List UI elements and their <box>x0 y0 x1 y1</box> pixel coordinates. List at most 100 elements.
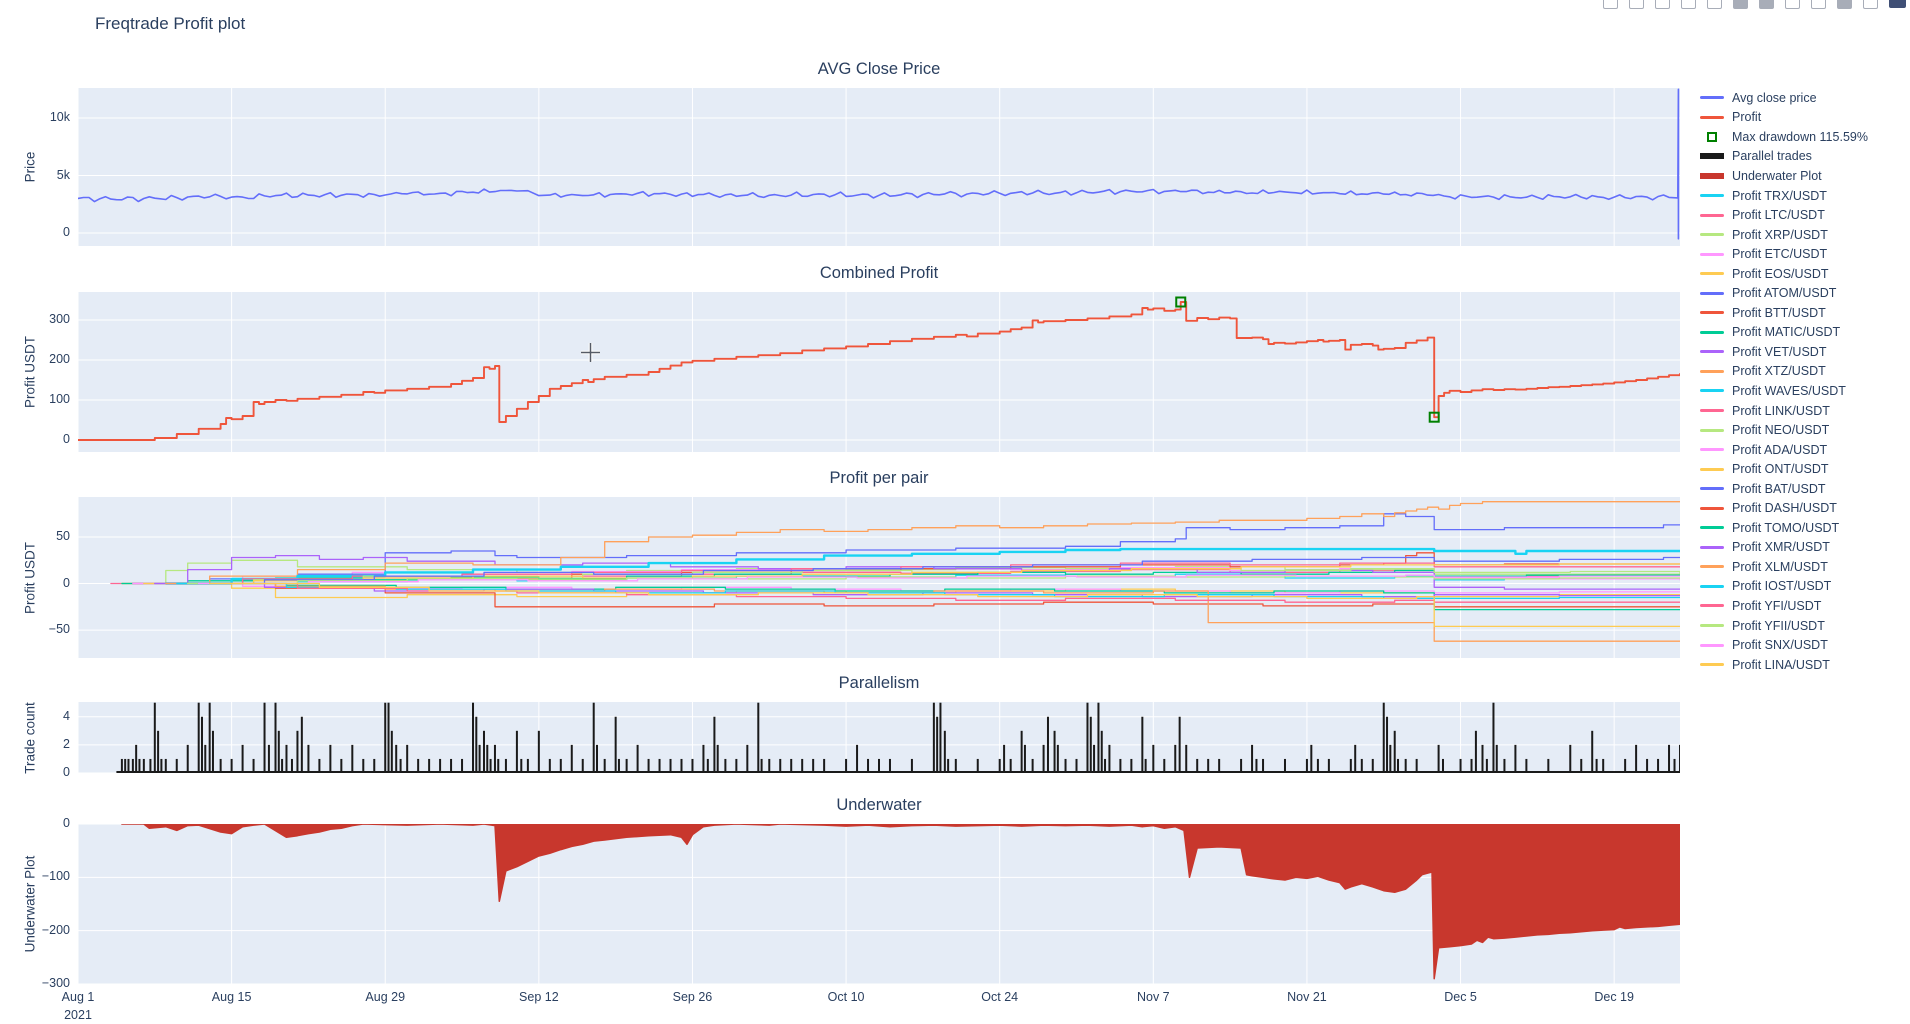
plot-area-avg_close[interactable] <box>78 88 1680 246</box>
plotly-logo[interactable] <box>1889 0 1906 8</box>
hover-closest-icon[interactable] <box>1837 0 1852 9</box>
ytick-label: 200 <box>49 352 70 366</box>
legend-item-profit-vet-usdt[interactable]: Profit VET/USDT <box>1700 342 1868 362</box>
legend-item-profit-yfii-usdt[interactable]: Profit YFII/USDT <box>1700 616 1868 636</box>
legend-item-profit-yfi-usdt[interactable]: Profit YFI/USDT <box>1700 596 1868 616</box>
legend-item-avg-close-price[interactable]: Avg close price <box>1700 88 1868 108</box>
ytick-label: 10k <box>49 110 70 124</box>
xtick-label: Nov 7 <box>1136 990 1170 1004</box>
legend-item-profit-btt-usdt[interactable]: Profit BTT/USDT <box>1700 303 1868 323</box>
legend-label: Underwater Plot <box>1732 168 1822 183</box>
legend-label: Profit LINK/USDT <box>1732 403 1830 418</box>
subplot-title-parallelism: Parallelism <box>838 674 920 692</box>
plot-area-underwater[interactable] <box>78 824 1680 984</box>
legend-item-profit-etc-usdt[interactable]: Profit ETC/USDT <box>1700 244 1868 264</box>
legend-label: Profit TOMO/USDT <box>1732 520 1840 535</box>
legend-item-profit-xmr-usdt[interactable]: Profit XMR/USDT <box>1700 538 1868 558</box>
zoom-out-icon[interactable] <box>1759 0 1774 9</box>
legend-item-profit-atom-usdt[interactable]: Profit ATOM/USDT <box>1700 283 1868 303</box>
legend-item-profit-xrp-usdt[interactable]: Profit XRP/USDT <box>1700 225 1868 245</box>
box-select-icon[interactable] <box>1681 0 1696 9</box>
legend-item-profit[interactable]: Profit <box>1700 108 1868 128</box>
ytick-label: 0 <box>63 432 70 446</box>
legend-label: Profit NEO/USDT <box>1732 423 1830 438</box>
legend-label: Profit VET/USDT <box>1732 344 1827 359</box>
legend-label: Profit TRX/USDT <box>1732 188 1827 203</box>
autoscale-icon[interactable] <box>1785 0 1800 9</box>
legend-item-profit-neo-usdt[interactable]: Profit NEO/USDT <box>1700 420 1868 440</box>
line-swatch-icon <box>1700 213 1724 217</box>
ytick-label: −50 <box>48 622 70 637</box>
ytick-label: 4 <box>63 708 70 723</box>
legend-item-profit-iost-usdt[interactable]: Profit IOST/USDT <box>1700 577 1868 597</box>
bar-swatch-icon <box>1700 153 1724 160</box>
line-swatch-icon <box>1700 487 1724 491</box>
ytick-label: 2 <box>63 736 70 751</box>
legend-label: Profit SNX/USDT <box>1732 638 1828 653</box>
line-swatch-icon <box>1700 643 1724 647</box>
subplot-title-combined_profit: Combined Profit <box>819 264 939 282</box>
ytick-label: 50 <box>56 529 70 544</box>
legend-item-profit-xtz-usdt[interactable]: Profit XTZ/USDT <box>1700 362 1868 382</box>
ytick-label: −100 <box>41 869 70 884</box>
legend-item-profit-ada-usdt[interactable]: Profit ADA/USDT <box>1700 440 1868 460</box>
line-swatch-icon <box>1700 565 1724 569</box>
legend-item-parallel-trades[interactable]: Parallel trades <box>1700 147 1868 167</box>
line-swatch-icon <box>1700 604 1724 608</box>
legend-label: Profit DASH/USDT <box>1732 501 1837 516</box>
line-swatch-icon <box>1700 233 1724 237</box>
xtick-label: Dec 5 <box>1444 990 1477 1004</box>
legend-item-profit-bat-usdt[interactable]: Profit BAT/USDT <box>1700 479 1868 499</box>
lasso-icon[interactable] <box>1707 0 1722 9</box>
figure-title: Freqtrade Profit plot <box>95 14 246 33</box>
camera-icon[interactable] <box>1603 0 1618 9</box>
legend-item-profit-trx-usdt[interactable]: Profit TRX/USDT <box>1700 186 1868 206</box>
xtick-label: Oct 10 <box>827 990 865 1004</box>
ytick-label: −300 <box>41 976 70 990</box>
plot-area-profit_per_pair[interactable] <box>78 497 1680 658</box>
legend-label: Profit BTT/USDT <box>1732 305 1826 320</box>
legend-label: Profit LINA/USDT <box>1732 657 1830 672</box>
legend-item-profit-lina-usdt[interactable]: Profit LINA/USDT <box>1700 655 1868 675</box>
pan-icon[interactable] <box>1655 0 1670 9</box>
xtick-label: Dec 19 <box>1594 990 1634 1004</box>
legend-label: Profit XTZ/USDT <box>1732 364 1826 379</box>
legend-item-profit-ltc-usdt[interactable]: Profit LTC/USDT <box>1700 205 1868 225</box>
legend-item-profit-link-usdt[interactable]: Profit LINK/USDT <box>1700 401 1868 421</box>
legend-item-profit-snx-usdt[interactable]: Profit SNX/USDT <box>1700 635 1868 655</box>
line-swatch-icon <box>1700 526 1724 530</box>
line-swatch-icon <box>1700 389 1724 393</box>
ytick-label: 0 <box>63 816 70 830</box>
legend-label: Profit YFI/USDT <box>1732 598 1822 613</box>
plot-area-combined_profit[interactable] <box>78 292 1680 452</box>
line-swatch-icon <box>1700 350 1724 354</box>
legend-item-profit-ont-usdt[interactable]: Profit ONT/USDT <box>1700 459 1868 479</box>
legend-item-max-drawdown-115-59-[interactable]: Max drawdown 115.59% <box>1700 127 1868 147</box>
ytick-label: 300 <box>49 312 70 326</box>
line-swatch-icon <box>1700 467 1724 471</box>
hover-compare-icon[interactable] <box>1863 0 1878 9</box>
legend-label: Profit <box>1732 110 1762 125</box>
bar-swatch-icon <box>1700 172 1724 179</box>
line-swatch-icon <box>1700 272 1724 276</box>
xtick-label: Aug 29 <box>365 990 406 1004</box>
xtick-label: Aug 15 <box>211 990 252 1004</box>
legend-item-profit-eos-usdt[interactable]: Profit EOS/USDT <box>1700 264 1868 284</box>
subplot-title-avg_close: AVG Close Price <box>817 60 941 78</box>
legend-label: Profit LTC/USDT <box>1732 208 1825 223</box>
legend-item-profit-tomo-usdt[interactable]: Profit TOMO/USDT <box>1700 518 1868 538</box>
legend-label: Profit ATOM/USDT <box>1732 286 1837 301</box>
zoom-icon[interactable] <box>1629 0 1644 9</box>
reset-axes-icon[interactable] <box>1811 0 1826 9</box>
legend-item-profit-xlm-usdt[interactable]: Profit XLM/USDT <box>1700 557 1868 577</box>
ytick-label: 5k <box>56 167 70 182</box>
line-swatch-icon <box>1700 624 1724 628</box>
plot-area-parallelism[interactable] <box>78 702 1680 773</box>
zoom-in-icon[interactable] <box>1733 0 1748 9</box>
xtick-label: Sep 12 <box>519 990 559 1004</box>
legend-item-profit-matic-usdt[interactable]: Profit MATIC/USDT <box>1700 323 1868 343</box>
legend-item-underwater-plot[interactable]: Underwater Plot <box>1700 166 1868 186</box>
legend-item-profit-waves-usdt[interactable]: Profit WAVES/USDT <box>1700 381 1868 401</box>
legend-item-profit-dash-usdt[interactable]: Profit DASH/USDT <box>1700 498 1868 518</box>
